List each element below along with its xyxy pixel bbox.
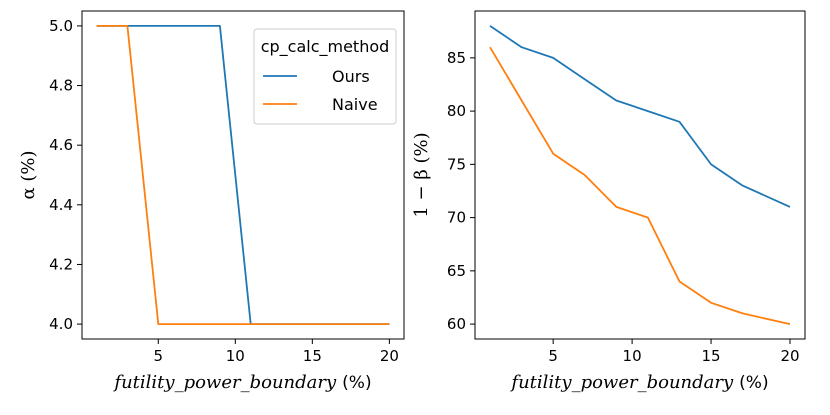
power-chart-x-tick-label: 20: [780, 347, 799, 365]
alpha-chart-x-axis-unit: (%): [342, 373, 371, 393]
power-chart-x-axis-name: futility_power_boundary: [509, 372, 734, 393]
power-chart-series-naive: [489, 46, 791, 325]
power-chart-frame: [474, 10, 806, 340]
legend-label-naive: Naive: [332, 95, 378, 114]
power-chart-x-tick-label: 15: [702, 347, 721, 365]
alpha-chart-x-tick-label: 15: [303, 347, 322, 365]
alpha-chart: 5 10 15 20 4.0 4.2 4.4 4.6 4.8 5.0 futility_power…: [18, 10, 405, 393]
power-chart-series: [489, 25, 791, 325]
alpha-chart-y-tick-label: 4.6: [49, 136, 73, 154]
power-chart-x-tick-label: 10: [623, 347, 642, 365]
alpha-chart-series-naive: [96, 24, 390, 326]
alpha-chart-y-tick-label: 4.0: [49, 315, 73, 333]
alpha-chart-frame: [81, 10, 405, 340]
legend-title: cp_calc_method: [261, 37, 390, 57]
legend-box: [253, 28, 397, 125]
alpha-chart-x-axis-label: futility_power_boundary (%): [112, 372, 371, 393]
power-chart-y-axis-label: 1 − β (%): [411, 132, 432, 217]
power-chart-x-tick-label: 5: [548, 347, 558, 365]
power-chart-y-tick-label: 65: [447, 262, 466, 280]
alpha-chart-y-tick-label: 4.2: [49, 255, 73, 273]
legend: cp_calc_method Ours Naive: [253, 28, 397, 125]
power-chart-x-axis-unit: (%): [739, 373, 768, 393]
alpha-chart-y-tick-label: 4.8: [49, 77, 73, 95]
alpha-chart-series: [96, 24, 390, 326]
power-chart-y-tick-label: 80: [447, 102, 466, 120]
power-chart-y-tick-label: 60: [447, 315, 466, 333]
alpha-chart-ticks: 5 10 15 20 4.0 4.2 4.4 4.6 4.8 5.0: [49, 17, 399, 365]
alpha-chart-x-tick-label: 5: [153, 347, 163, 365]
alpha-chart-y-tick-label: 5.0: [49, 17, 73, 35]
power-chart-y-tick-label: 70: [447, 209, 466, 227]
alpha-chart-x-axis-name: futility_power_boundary: [112, 372, 337, 393]
power-chart-y-tick-label: 85: [447, 49, 466, 67]
alpha-chart-y-axis-label: α (%): [18, 150, 39, 199]
power-chart-y-tick-label: 75: [447, 155, 466, 173]
alpha-chart-y-tick-label: 4.4: [49, 196, 73, 214]
legend-label-ours: Ours: [332, 67, 370, 86]
power-chart-x-axis-label: futility_power_boundary (%): [509, 372, 768, 393]
power-chart-series-ours: [489, 25, 791, 208]
power-chart-ticks: 5 10 15 20 60 65 70 75 80 85: [447, 49, 800, 365]
power-chart: 5 10 15 20 60 65 70 75 80 85 futility_power_bound…: [411, 10, 806, 393]
alpha-chart-x-tick-label: 10: [226, 347, 245, 365]
alpha-chart-x-tick-label: 20: [380, 347, 399, 365]
